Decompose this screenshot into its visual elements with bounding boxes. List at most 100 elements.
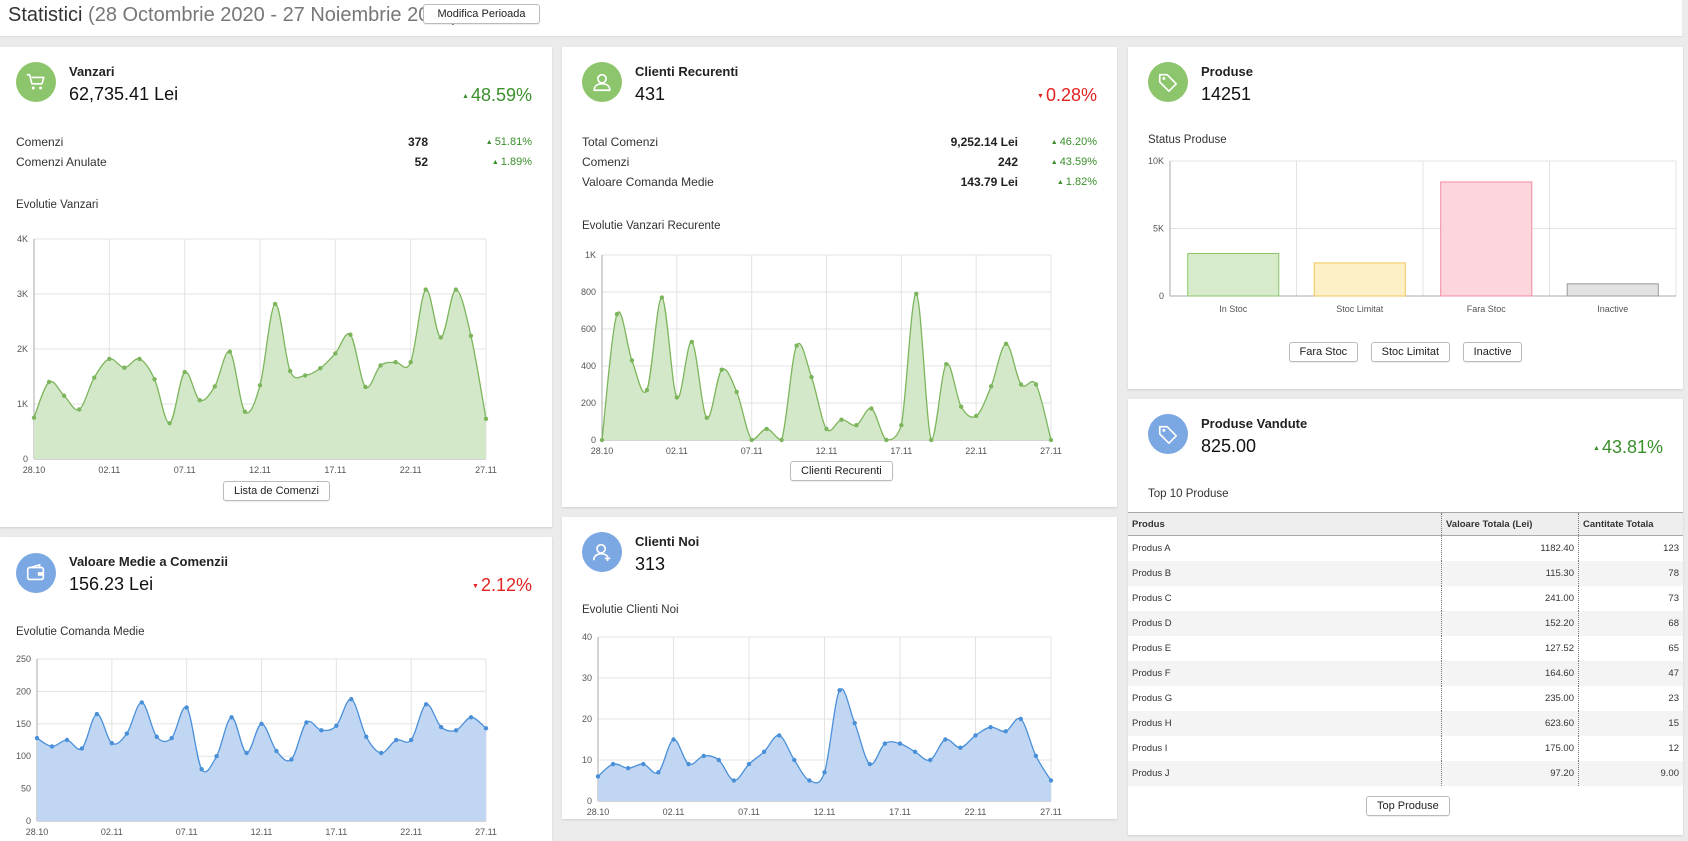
average-order-change-value: 2.12% (480, 575, 532, 595)
data-point (704, 415, 709, 420)
y-tick-label: 0 (591, 435, 596, 445)
data-point (318, 366, 323, 371)
data-point (1048, 437, 1054, 443)
total-value-cell: 235.00 (1441, 686, 1579, 711)
products-panel: Produse 14251 Status Produse 0 5K 10K In St… (1128, 47, 1683, 389)
sold-products-value: 825.00 (1201, 436, 1257, 456)
bar (1566, 283, 1659, 297)
stat-value: 143.79 Lei (960, 175, 1018, 189)
total-value-cell: 1182.40 (1441, 535, 1579, 561)
data-point (792, 757, 797, 763)
modify-period-button[interactable]: Modifica Perioada (423, 4, 540, 24)
data-point (837, 688, 842, 693)
data-point (154, 734, 159, 739)
y-tick-label: 20 (582, 714, 592, 724)
sales-change-value: 48.59% (470, 85, 532, 105)
data-point (92, 375, 97, 380)
orders-list-button[interactable]: Lista de Comenzi (223, 481, 330, 501)
arrow-up-icon: ▲ (491, 158, 499, 166)
wallet-icon (16, 553, 56, 593)
stat-change: ▲ 43.59% (1051, 156, 1097, 168)
data-point (46, 379, 52, 385)
data-point (794, 343, 799, 348)
sales-area-chart: 0 1K 2K 3K 4K 28.10 02.11 07.11 12.11 17.11 22.11 2… (17, 234, 497, 475)
arrow-up-icon: ▲ (485, 138, 493, 146)
total-quantity-cell: 65 (1668, 643, 1679, 654)
total-value-cell: 127.52 (1441, 636, 1579, 661)
column-header[interactable]: Cantitate Totala (1578, 512, 1683, 536)
total-value-cell: 241.00 (1441, 586, 1579, 611)
data-point (854, 423, 859, 428)
column-header[interactable]: Produs (1128, 512, 1442, 536)
table-row: Produs A 1182.40 123 (1128, 535, 1683, 561)
out-of-stock-button[interactable]: Fara Stoc (1288, 342, 1359, 362)
data-point (364, 734, 369, 739)
y-tick-label: 150 (16, 719, 31, 729)
y-tick-label: 10K (1148, 156, 1164, 166)
data-point (257, 383, 263, 388)
data-point (79, 746, 85, 751)
stat-change-value: 1.82% (1065, 176, 1097, 188)
recurring-clients-title: Clienti Recurenti (635, 64, 739, 79)
x-tick-label: 02.11 (666, 446, 688, 456)
data-point (94, 711, 100, 717)
x-tick-label: 28.10 (591, 446, 614, 456)
data-point (988, 384, 994, 389)
y-tick-label: 100 (16, 751, 31, 761)
data-point (453, 728, 459, 733)
x-tick-label: 27.11 (475, 827, 497, 837)
user-add-icon (582, 532, 622, 572)
recurring-clients-button[interactable]: Clienti Recurenti (790, 461, 893, 481)
limited-stock-button[interactable]: Stoc Limitat (1370, 342, 1451, 362)
x-tick-label: 12.11 (816, 446, 838, 456)
data-point (959, 404, 964, 409)
x-tick-label: Fara Stoc (1467, 304, 1507, 314)
data-point (882, 741, 888, 746)
average-order-chart-title: Evolutie Comanda Medie (16, 626, 145, 638)
data-point (599, 437, 605, 443)
data-point (1033, 753, 1039, 759)
data-point (378, 363, 383, 368)
average-order-area-chart: 0 50 100 150 200 250 28.10 02.11 07.11 12.11 17.11… (16, 654, 497, 837)
data-point (761, 749, 767, 754)
y-tick-label: 2K (17, 344, 28, 354)
column-header[interactable]: Valoare Totala (Lei) (1441, 512, 1579, 536)
data-point (483, 416, 489, 422)
top-products-button[interactable]: Top Produse (1366, 796, 1450, 816)
stat-label: Valoare Comanda Medie (582, 175, 714, 189)
data-point (824, 426, 829, 432)
products-status-title: Status Produse (1148, 134, 1227, 146)
data-point (167, 421, 172, 426)
data-point (897, 741, 903, 746)
average-order-value: 156.23 Lei (69, 574, 154, 594)
data-point (107, 356, 112, 362)
data-point (61, 393, 67, 398)
table-row: Produs G 235.00 23 (1128, 686, 1683, 711)
y-tick-label: 4K (17, 234, 28, 244)
arrow-up-icon: ▲ (1056, 178, 1064, 186)
inactive-button[interactable]: Inactive (1462, 342, 1523, 362)
data-point (686, 761, 691, 767)
tag-icon (1148, 414, 1188, 454)
data-point (629, 358, 635, 363)
data-point (438, 335, 443, 340)
data-point (152, 377, 157, 382)
x-tick-label: 27.11 (1040, 807, 1062, 817)
data-point (274, 748, 279, 754)
series-area (598, 688, 1051, 801)
data-point (31, 415, 37, 420)
data-point (303, 373, 308, 378)
data-point (899, 423, 904, 428)
stat-change-value: 51.81% (494, 136, 532, 148)
data-point (124, 731, 129, 736)
y-tick-label: 400 (581, 361, 596, 371)
data-point (943, 737, 948, 742)
data-point (852, 720, 857, 726)
total-quantity-cell: 78 (1578, 561, 1683, 586)
total-quantity-cell: 47 (1578, 661, 1683, 686)
data-point (689, 339, 694, 345)
x-tick-label: Inactive (1597, 304, 1628, 314)
recurring-sales-area-chart: 0 200 400 600 800 1K 28.10 02.11 07.11 12.11 17.11… (581, 250, 1062, 456)
y-tick-label: 0 (23, 454, 28, 464)
data-point (988, 725, 993, 730)
